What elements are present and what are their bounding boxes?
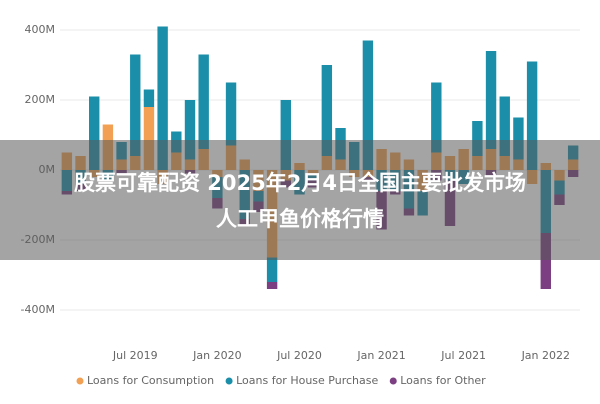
bar-segment: [89, 96, 100, 170]
bar-segment: [130, 54, 141, 156]
bar-segment: [431, 82, 442, 153]
bar-segment: [485, 51, 497, 149]
bar-segment: [472, 121, 483, 156]
legend-marker: [389, 377, 397, 385]
bar-segment: [157, 26, 168, 170]
y-tick-label: 200M: [25, 93, 56, 106]
x-tick-label: Jul 2019: [112, 349, 158, 362]
bar-segment: [321, 65, 333, 156]
bar-segment: [266, 257, 278, 282]
bar-segment: [499, 96, 510, 156]
bar-segment: [362, 40, 374, 170]
legend-label: Loans for Other: [400, 374, 486, 387]
bar-segment: [266, 282, 278, 289]
bar-segment: [513, 117, 524, 160]
y-tick-label: -400M: [21, 303, 55, 316]
y-tick-label: 400M: [25, 23, 56, 36]
bar-segment: [280, 100, 291, 170]
x-tick-label: Jan 2021: [356, 349, 405, 362]
bar-segment: [143, 89, 155, 107]
bar-segment: [198, 54, 209, 149]
bar-segment: [143, 107, 155, 170]
banner: [0, 140, 600, 260]
legend-marker: [76, 377, 84, 385]
legend-marker: [225, 377, 233, 385]
x-tick-label: Jul 2021: [440, 349, 486, 362]
bar-segment: [526, 61, 538, 170]
x-tick-label: Jan 2020: [192, 349, 241, 362]
bar-segment: [184, 100, 196, 160]
bar-segment: [540, 233, 551, 289]
legend-label: Loans for Consumption: [87, 374, 214, 387]
overlay-title: 股票可靠配资 2025年2月4日全国主要批发市场: [74, 171, 526, 195]
x-tick-label: Jul 2020: [276, 349, 322, 362]
legend-label: Loans for House Purchase: [236, 374, 378, 387]
bar-segment: [225, 82, 237, 146]
overlay-title: 人工甲鱼价格行情: [216, 207, 384, 231]
x-tick-label: Jan 2022: [521, 349, 570, 362]
